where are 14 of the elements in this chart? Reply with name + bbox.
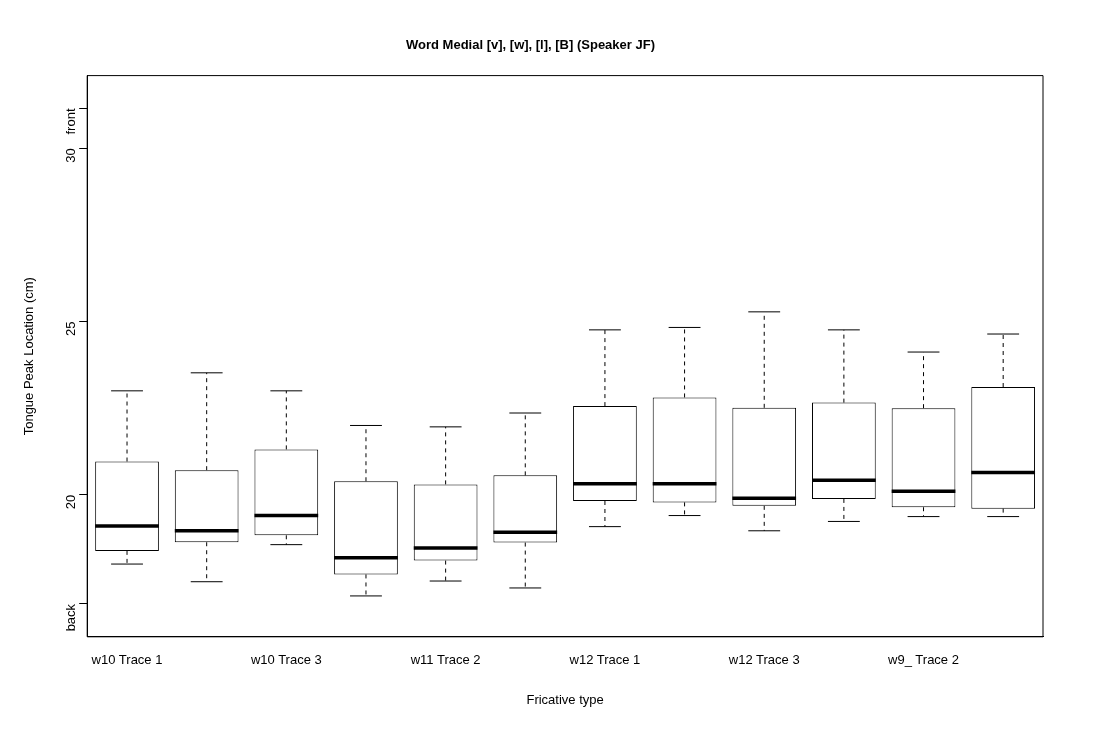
x-tick-label: w10 Trace 1 bbox=[90, 652, 163, 668]
x-tick-label: w10 Trace 3 bbox=[249, 652, 322, 668]
chart-title: Word Medial [v], [w], [l], [B] (Speaker JF) bbox=[406, 37, 655, 53]
x-tick-label: w12 Trace 3 bbox=[727, 652, 800, 668]
x-tick-label: w12 Trace 1 bbox=[568, 652, 641, 668]
y-tick-label: front bbox=[62, 108, 78, 135]
x-tick-label: w9_ Trace 2 bbox=[887, 652, 959, 668]
y-tick-label: 30 bbox=[62, 148, 78, 163]
x-axis-title: Fricative type bbox=[526, 691, 604, 707]
y-tick-label: 20 bbox=[62, 494, 78, 510]
y-tick-label: back bbox=[62, 603, 78, 632]
x-tick-label: w11 Trace 2 bbox=[409, 652, 481, 668]
y-tick-label: 25 bbox=[62, 321, 78, 337]
y-axis-title: Tongue Peak Location (cm) bbox=[21, 277, 37, 436]
